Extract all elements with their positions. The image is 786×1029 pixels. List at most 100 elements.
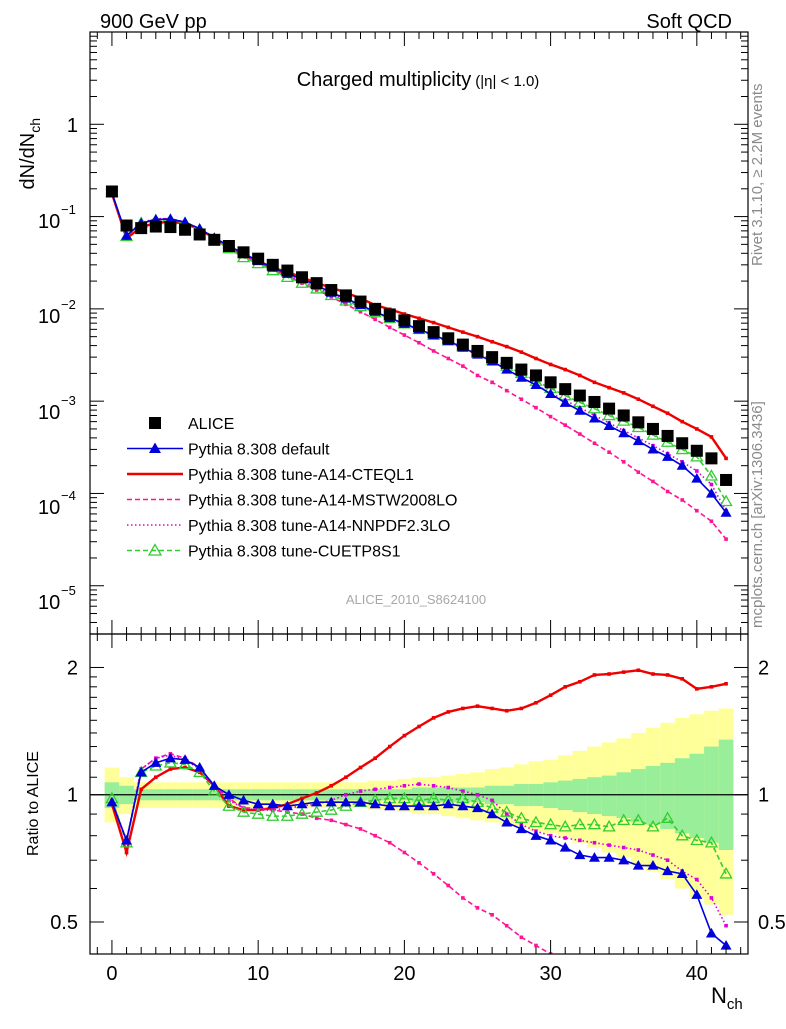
data-point — [252, 798, 264, 809]
data-point — [475, 792, 480, 797]
data-point — [135, 766, 147, 777]
data-point — [417, 782, 421, 786]
data-point — [369, 798, 381, 809]
band-stat — [660, 762, 675, 829]
data-point — [695, 427, 699, 431]
band-stat — [674, 758, 690, 834]
data-point — [534, 943, 538, 948]
data-point — [387, 744, 392, 749]
data-point — [709, 896, 714, 900]
ratio-series-layer — [105, 668, 733, 1000]
x-tick-label: 40 — [686, 963, 708, 985]
data-point — [413, 800, 425, 811]
data-point — [695, 508, 699, 513]
data-point — [704, 469, 719, 481]
data-point — [461, 896, 465, 900]
main-ytick-label-1: 1 — [67, 115, 78, 137]
data-point — [121, 834, 133, 845]
data-point — [690, 833, 704, 846]
data-point — [486, 808, 498, 819]
data-point — [475, 906, 480, 910]
svg-text:10: 10 — [38, 402, 60, 424]
data-point — [490, 380, 494, 385]
data-point — [519, 397, 524, 402]
data-point — [369, 302, 382, 315]
data-point — [431, 783, 436, 788]
data-point — [358, 827, 363, 831]
data-point — [675, 828, 689, 841]
data-point — [251, 807, 265, 819]
data-point — [105, 185, 118, 198]
band-stat — [689, 753, 705, 839]
data-point — [720, 939, 732, 950]
data-point — [383, 308, 396, 321]
data-point — [402, 733, 407, 738]
ratio-ytick-label-right: 0.5 — [758, 912, 786, 934]
svg-text:−2: −2 — [61, 297, 76, 312]
data-point — [559, 397, 571, 407]
data-point — [534, 700, 538, 705]
data-point — [530, 379, 542, 390]
main-ytick-label-1e-5: 10 −5 — [38, 583, 76, 614]
data-point — [618, 427, 630, 438]
ratio-panel-frame — [89, 633, 749, 955]
data-point — [500, 805, 514, 817]
data-point — [285, 810, 290, 814]
data-point — [514, 811, 528, 823]
data-point — [543, 817, 558, 830]
data-point — [632, 860, 644, 870]
data-point — [179, 223, 192, 236]
axis-ticks: 0 10 20 30 40 0.5 0.5 1 1 2 2 — [50, 31, 786, 985]
data-point — [373, 756, 377, 761]
data-point — [592, 673, 597, 677]
data-point — [354, 295, 367, 308]
data-point — [471, 344, 484, 357]
data-point — [548, 414, 553, 419]
mcplots-info: mcplots.cern.ch [arXiv:1306.3436] — [749, 401, 766, 628]
data-point — [637, 996, 641, 1000]
data-point — [705, 452, 718, 465]
data-point — [618, 854, 630, 865]
data-point — [461, 364, 465, 368]
data-point — [544, 376, 557, 389]
data-point — [387, 785, 392, 790]
data-point — [431, 716, 436, 720]
data-point — [719, 867, 733, 879]
data-point — [324, 803, 338, 815]
data-point — [384, 800, 396, 811]
data-point — [446, 356, 451, 361]
data-point — [588, 412, 600, 423]
data-point — [490, 912, 494, 917]
data-point — [296, 271, 309, 284]
data-point — [446, 785, 451, 790]
legend-label: Pythia 8.308 tune-A14-CTEQL1 — [188, 467, 414, 484]
header-left: 900 GeV pp — [100, 11, 207, 33]
data-point — [194, 761, 206, 772]
data-point — [402, 850, 407, 855]
data-point — [607, 986, 611, 990]
data-point — [695, 687, 699, 691]
data-point — [325, 284, 338, 297]
data-point — [665, 411, 670, 416]
data-point — [501, 816, 513, 827]
data-point — [475, 704, 480, 708]
data-point — [705, 487, 717, 498]
data-point — [329, 783, 334, 788]
data-point — [358, 309, 363, 314]
data-point — [252, 252, 265, 265]
legend: ALICE Pythia 8.308 default Pythia 8.308 tu… — [127, 416, 457, 561]
data-point — [139, 787, 143, 792]
data-point — [563, 423, 568, 427]
data-point — [314, 791, 319, 795]
data-point — [621, 845, 626, 850]
data-point — [647, 443, 659, 454]
ratio-ytick-label-right: 2 — [758, 657, 769, 679]
data-point — [534, 405, 538, 410]
data-point — [504, 923, 509, 928]
legend-item: Pythia 8.308 tune-A14-CTEQL1 — [127, 467, 414, 484]
data-point — [490, 798, 494, 803]
data-point — [461, 706, 465, 711]
data-point — [149, 417, 161, 429]
